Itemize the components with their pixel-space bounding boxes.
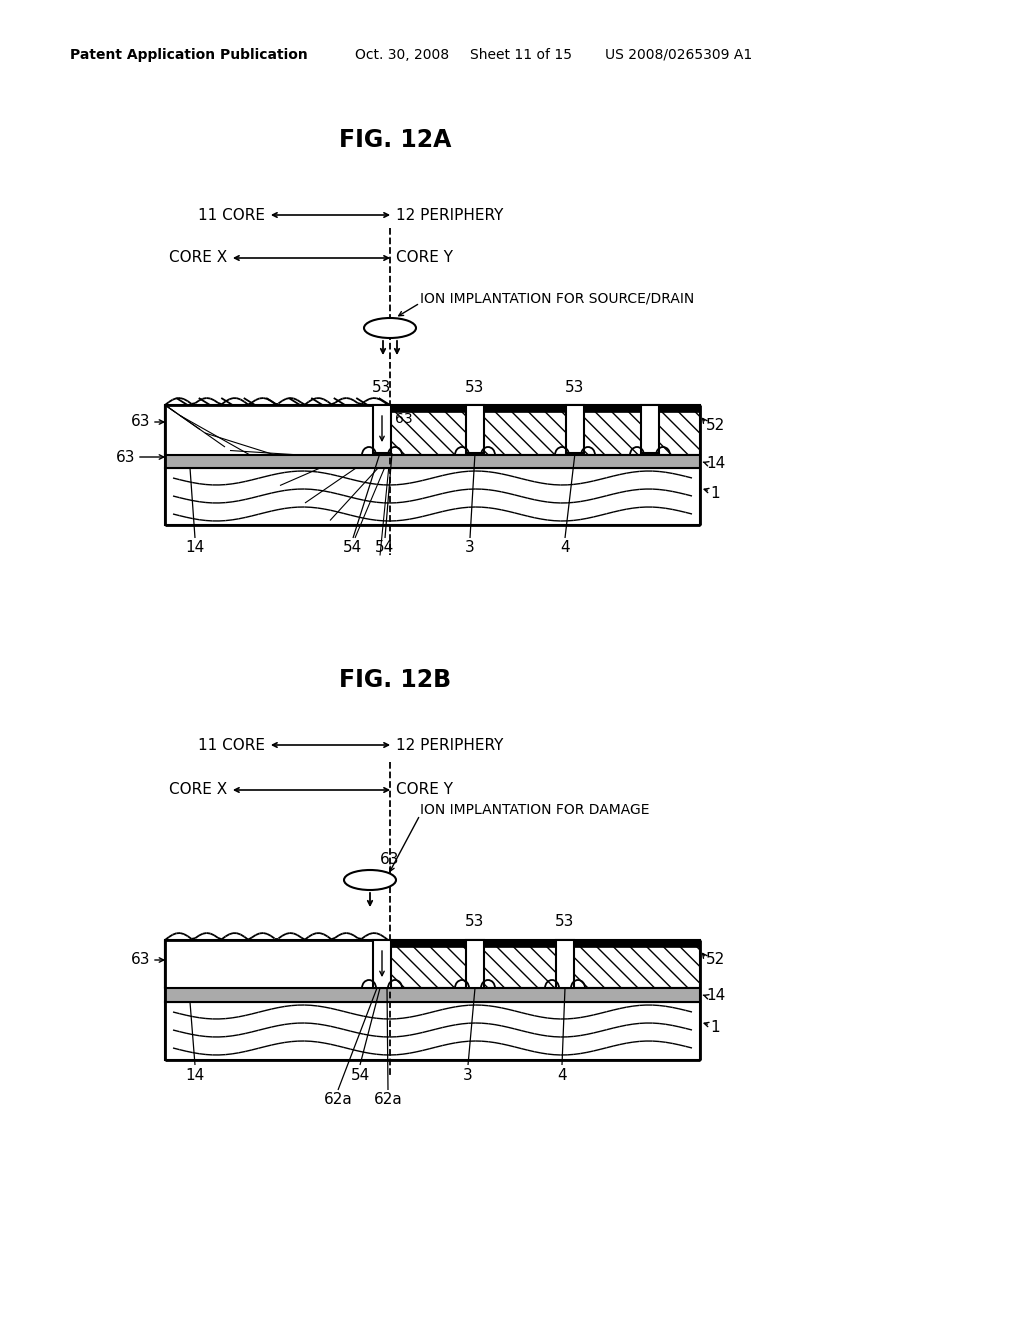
- Bar: [556, 940, 574, 987]
- Text: 1: 1: [710, 486, 720, 500]
- Bar: [466, 405, 484, 453]
- Bar: [165, 987, 700, 1002]
- Text: FIG. 12A: FIG. 12A: [339, 128, 452, 152]
- Text: CORE Y: CORE Y: [396, 783, 453, 797]
- Bar: [373, 940, 391, 987]
- Bar: [165, 455, 700, 469]
- Text: CORE X: CORE X: [169, 251, 227, 265]
- Text: 14: 14: [706, 989, 725, 1003]
- Bar: [566, 405, 584, 453]
- Bar: [387, 940, 700, 946]
- Ellipse shape: [364, 318, 416, 338]
- Text: CORE X: CORE X: [169, 783, 227, 797]
- Text: 14: 14: [185, 540, 205, 556]
- Bar: [165, 940, 700, 987]
- Text: 11 CORE: 11 CORE: [198, 738, 265, 752]
- Text: 52: 52: [706, 953, 725, 968]
- Bar: [165, 940, 390, 987]
- Bar: [373, 405, 391, 453]
- Bar: [641, 405, 659, 453]
- Text: 4: 4: [557, 1068, 567, 1082]
- Text: 54: 54: [376, 540, 394, 556]
- Text: 53: 53: [465, 915, 484, 929]
- Text: Sheet 11 of 15: Sheet 11 of 15: [470, 48, 572, 62]
- Text: 1: 1: [710, 1019, 720, 1035]
- Text: Oct. 30, 2008: Oct. 30, 2008: [355, 48, 450, 62]
- Text: 3: 3: [465, 540, 475, 556]
- Text: 62a: 62a: [374, 1093, 402, 1107]
- Text: 63: 63: [380, 853, 399, 867]
- Text: 53: 53: [373, 380, 392, 395]
- Bar: [387, 405, 700, 412]
- Text: 63: 63: [130, 414, 150, 429]
- Text: 53: 53: [565, 380, 585, 395]
- Bar: [165, 469, 700, 525]
- Text: 53: 53: [465, 380, 484, 395]
- Text: 54: 54: [343, 540, 362, 556]
- Text: 63: 63: [395, 412, 413, 426]
- Text: ION IMPLANTATION FOR DAMAGE: ION IMPLANTATION FOR DAMAGE: [420, 803, 649, 817]
- Text: 14: 14: [706, 455, 725, 470]
- Text: 4: 4: [560, 540, 569, 556]
- Text: ION IMPLANTATION FOR SOURCE/DRAIN: ION IMPLANTATION FOR SOURCE/DRAIN: [420, 290, 694, 305]
- Text: 12 PERIPHERY: 12 PERIPHERY: [396, 738, 504, 752]
- Text: 62a: 62a: [324, 1093, 352, 1107]
- Text: 53: 53: [555, 915, 574, 929]
- Text: Patent Application Publication: Patent Application Publication: [70, 48, 308, 62]
- Ellipse shape: [344, 870, 396, 890]
- Bar: [466, 940, 484, 987]
- Text: 11 CORE: 11 CORE: [198, 207, 265, 223]
- Text: US 2008/0265309 A1: US 2008/0265309 A1: [605, 48, 753, 62]
- Text: FIG. 12B: FIG. 12B: [339, 668, 451, 692]
- Text: 63: 63: [130, 953, 150, 968]
- Text: 14: 14: [185, 1068, 205, 1082]
- Bar: [165, 405, 700, 455]
- Text: 3: 3: [463, 1068, 473, 1082]
- Text: CORE Y: CORE Y: [396, 251, 453, 265]
- Text: 12 PERIPHERY: 12 PERIPHERY: [396, 207, 504, 223]
- Text: 63: 63: [116, 450, 135, 465]
- Text: 52: 52: [706, 417, 725, 433]
- Text: 54: 54: [350, 1068, 370, 1082]
- Bar: [165, 1002, 700, 1060]
- Bar: [165, 405, 390, 455]
